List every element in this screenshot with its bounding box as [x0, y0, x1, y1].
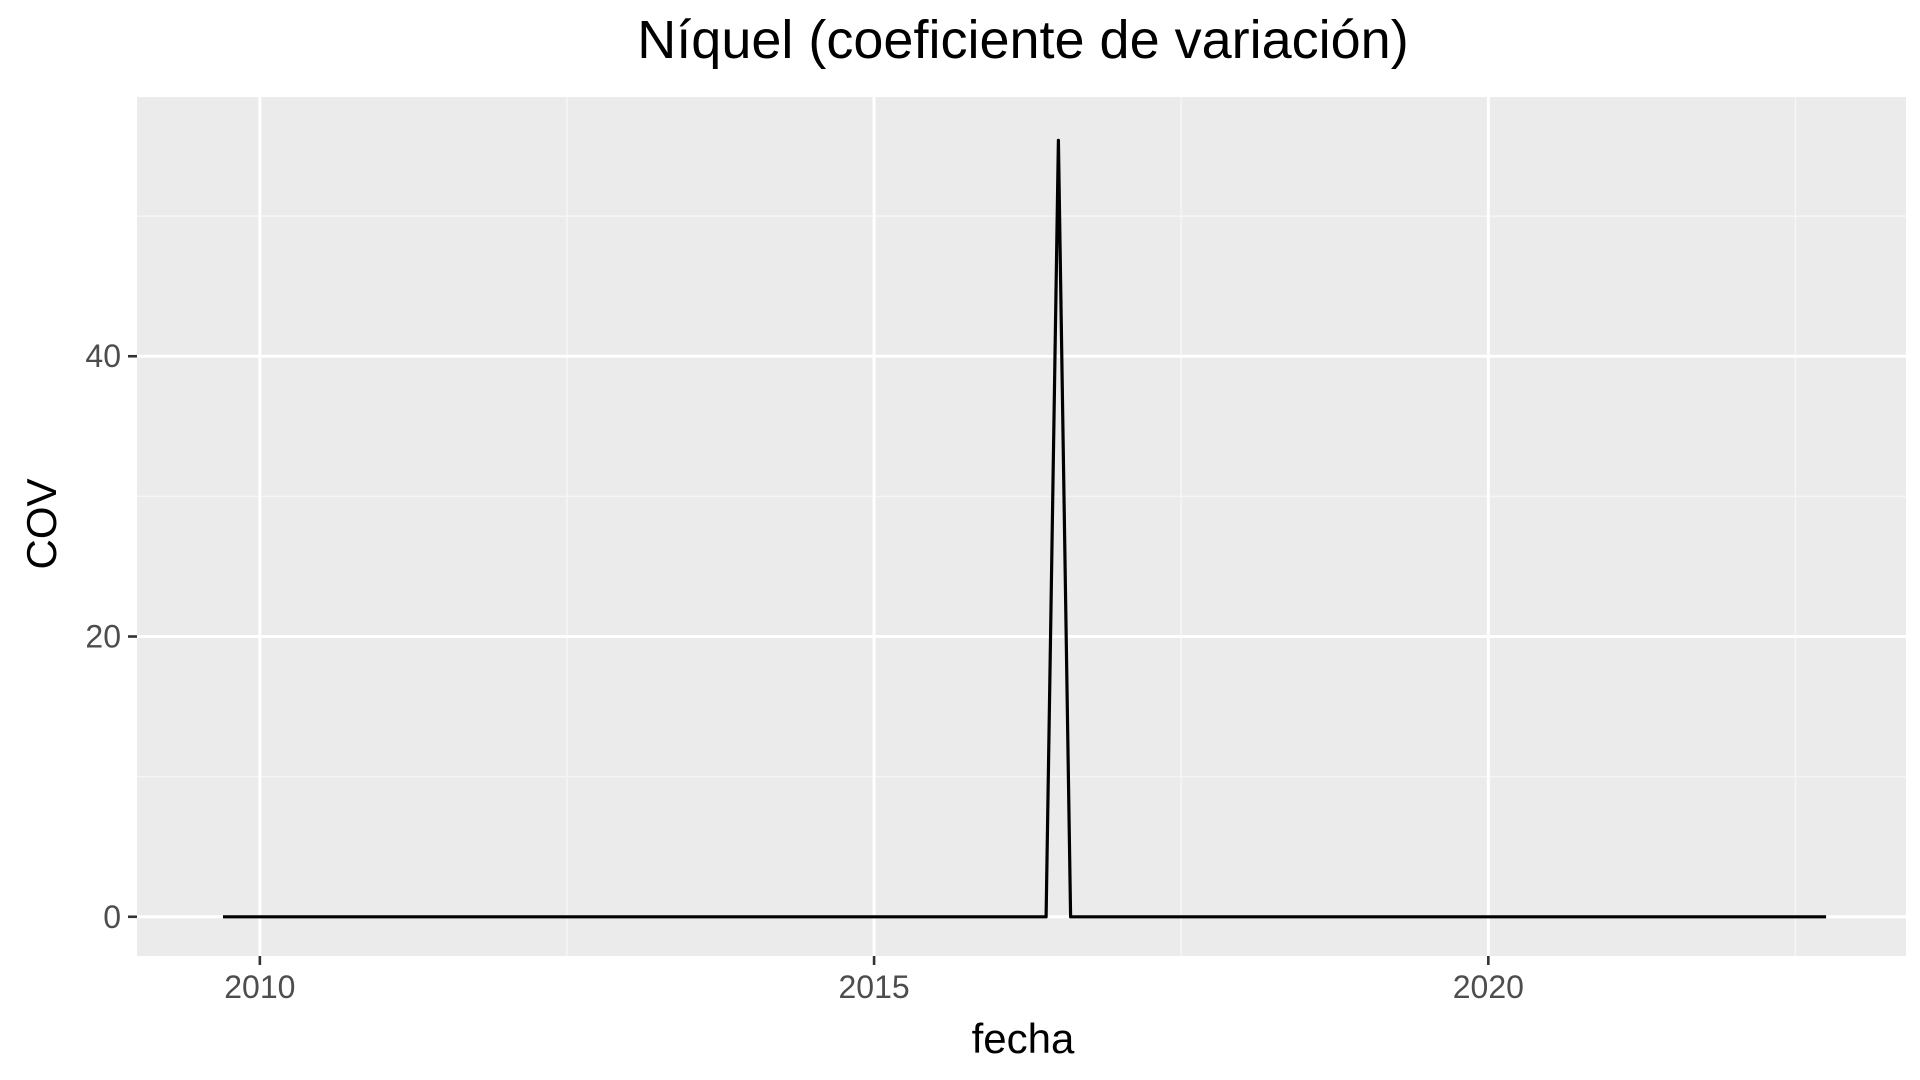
- x-axis-title: fecha: [972, 1015, 1075, 1062]
- y-tick-label: 40: [85, 338, 121, 374]
- x-axis: 2010 2015 2020: [224, 956, 1524, 1005]
- y-tick-label: 0: [103, 899, 121, 935]
- y-tick-label: 20: [85, 619, 121, 655]
- x-tick-label: 2010: [224, 969, 295, 1005]
- minor-gridlines: [137, 97, 1906, 956]
- y-axis-title: COV: [18, 478, 65, 569]
- series-layer: [223, 138, 1827, 919]
- y-axis: 0 20 40: [85, 338, 137, 935]
- x-tick-label: 2015: [838, 969, 909, 1005]
- x-tick-label: 2020: [1453, 969, 1524, 1005]
- chart-title: Níquel (coeficiente de variación): [637, 10, 1408, 70]
- series-line-1: [223, 138, 1827, 919]
- plot-panel: [137, 97, 1906, 956]
